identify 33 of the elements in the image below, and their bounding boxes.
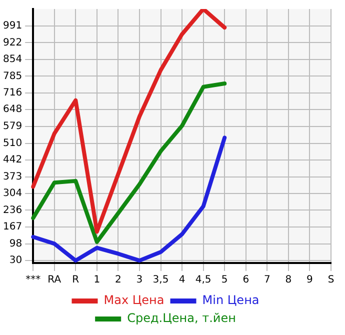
x-tick-label: 3,5 xyxy=(152,274,169,286)
y-tick-label: 716 xyxy=(2,88,22,99)
x-tick-label: 1 xyxy=(94,274,100,286)
y-tick-label: 648 xyxy=(2,104,22,116)
y-tick-label: 98 xyxy=(9,238,22,250)
legend-label: Max Цена xyxy=(104,293,164,308)
y-tick-label: 373 xyxy=(2,171,22,182)
legend-label: Min Цена xyxy=(202,293,260,308)
x-tick-label: 2 xyxy=(115,274,122,286)
y-tick-label: 236 xyxy=(2,204,22,216)
y-tick-label: 785 xyxy=(2,70,22,82)
y-tick-label: 442 xyxy=(2,154,22,166)
y-tick-label: 854 xyxy=(2,54,22,65)
y-tick-label: 922 xyxy=(2,37,22,48)
x-tick-label: 8 xyxy=(285,274,292,286)
x-tick-label: 5 xyxy=(221,274,228,286)
x-tick-label: S xyxy=(328,274,334,286)
x-tick-label: R xyxy=(72,274,80,286)
x-tick-label: 7 xyxy=(264,274,270,286)
legend-label: Сред.Цена, т.йен xyxy=(127,311,236,326)
y-tick-label: 167 xyxy=(2,222,22,233)
y-tick-label: 510 xyxy=(2,138,22,149)
y-tick-label: 30 xyxy=(9,255,22,266)
x-tick-label: 9 xyxy=(306,274,313,286)
y-tick-label: 991 xyxy=(2,20,22,32)
y-tick-label: 579 xyxy=(2,121,22,132)
x-tick-label: 6 xyxy=(242,274,250,286)
x-tick-label: *** xyxy=(26,274,41,286)
x-tick-label: 3 xyxy=(136,274,143,286)
x-tick-label: 4,5 xyxy=(195,274,212,286)
x-tick-label: 4 xyxy=(178,274,186,286)
x-tick-label: RA xyxy=(48,274,62,286)
y-tick-label: 304 xyxy=(2,188,22,200)
